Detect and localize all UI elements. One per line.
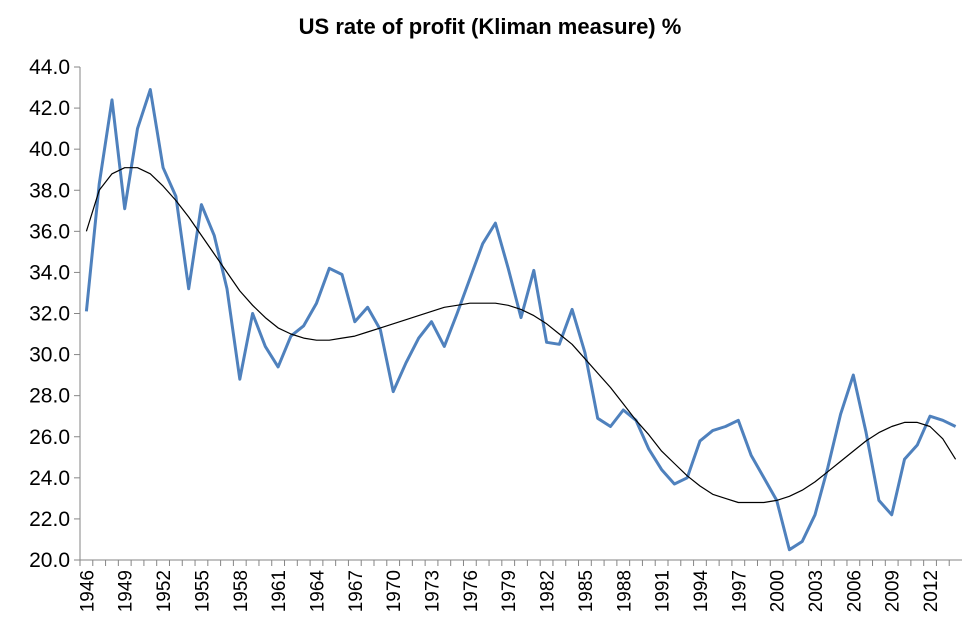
y-tick-label: 44.0 [29,56,70,79]
y-tick-label: 24.0 [29,467,70,490]
x-tick-label: 1973 [423,570,444,612]
y-tick-label: 26.0 [29,426,70,449]
x-tick-label: 1967 [346,570,367,612]
y-tick-label: 34.0 [29,261,70,284]
x-tick-label: 2000 [768,570,789,612]
x-tick-label: 1994 [691,570,712,613]
chart-title: US rate of profit (Kliman measure) % [298,14,682,39]
x-tick-label: 1961 [269,570,290,612]
x-tick-label: 1985 [576,570,597,612]
x-tick-label: 1976 [461,570,482,612]
y-tick-label: 30.0 [29,344,70,367]
series-line-profit-rate [84,88,957,552]
x-tick-label: 1982 [538,570,559,612]
y-tick-label: 36.0 [29,220,70,243]
x-tick-label: 1952 [154,570,175,612]
y-tick-label: 38.0 [29,179,70,202]
x-tick-label: 1991 [653,570,674,612]
y-tick-label: 32.0 [29,303,70,326]
y-tick-label: 22.0 [29,508,70,531]
y-tick-label: 40.0 [29,138,70,161]
x-tick-label: 1979 [499,570,520,612]
x-tick-label: 1970 [384,570,405,612]
x-tick-label: 1964 [307,570,328,613]
x-tick-label: 2003 [806,570,827,612]
y-tick-label: 28.0 [29,385,70,408]
series-line-trend [85,167,957,504]
y-tick-label: 42.0 [29,97,70,120]
x-tick-label: 2009 [883,570,904,612]
x-tick-label: 1955 [192,570,213,612]
x-tick-label: 1946 [77,570,98,612]
x-tick-label: 1958 [231,570,252,612]
x-tick-label: 2006 [844,570,865,612]
y-tick-label: 20.0 [29,549,70,572]
x-tick-label: 1997 [729,570,750,612]
x-tick-label: 1988 [614,570,635,612]
x-tick-label: 2012 [921,570,942,612]
x-tick-label: 1949 [116,570,137,612]
